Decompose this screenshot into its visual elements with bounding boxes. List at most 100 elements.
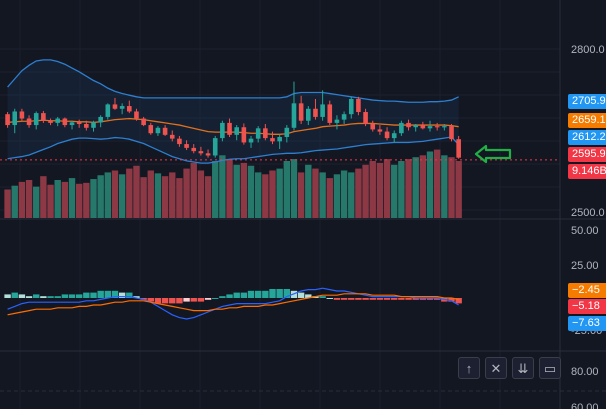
candle-body[interactable] xyxy=(41,113,46,121)
candle-body[interactable] xyxy=(12,111,18,126)
candle-body[interactable] xyxy=(255,128,261,139)
candle-body[interactable] xyxy=(48,120,53,123)
candle-body[interactable] xyxy=(263,128,268,139)
volume-bar xyxy=(11,185,18,218)
candle-body[interactable] xyxy=(55,118,60,123)
candle-body[interactable] xyxy=(33,113,39,126)
candle-body[interactable] xyxy=(184,144,189,148)
candle-body[interactable] xyxy=(348,98,354,115)
candle-body[interactable] xyxy=(227,122,232,135)
candle-body[interactable] xyxy=(162,127,168,135)
candle-body[interactable] xyxy=(62,118,68,126)
macd-histogram-bar xyxy=(204,298,212,300)
candle-body[interactable] xyxy=(427,126,433,129)
candle-body[interactable] xyxy=(112,104,118,109)
candle-body[interactable] xyxy=(270,138,275,142)
candle-body[interactable] xyxy=(141,118,146,126)
macd-histogram-bar xyxy=(18,294,26,298)
volume-bar xyxy=(204,176,212,218)
volume-bar xyxy=(183,168,190,218)
candle-body[interactable] xyxy=(155,127,161,134)
candle-body[interactable] xyxy=(91,122,96,128)
macd-histogram-bar xyxy=(133,296,140,298)
candle-body[interactable] xyxy=(384,131,390,139)
candle-body[interactable] xyxy=(198,151,204,154)
candle-body[interactable] xyxy=(234,127,239,135)
macd-histogram-bar xyxy=(376,298,384,300)
candle-body[interactable] xyxy=(320,104,325,117)
macd-signal-line xyxy=(7,293,459,316)
arrow-annotation-icon[interactable] xyxy=(474,144,512,164)
candle-body[interactable] xyxy=(420,125,426,129)
candle-body[interactable] xyxy=(456,139,461,158)
candle-body[interactable] xyxy=(205,153,211,156)
candle-body[interactable] xyxy=(169,134,175,139)
volume-bar xyxy=(18,181,26,218)
price-axis-tick-label: 80.00 xyxy=(571,366,599,378)
macd-histogram-bar xyxy=(333,298,341,300)
candle-body[interactable] xyxy=(341,114,347,120)
macd-histogram-bar xyxy=(61,294,69,298)
candle-body[interactable] xyxy=(399,122,404,134)
volume-bar xyxy=(340,170,348,218)
candle-body[interactable] xyxy=(76,122,82,124)
candle-body[interactable] xyxy=(98,116,103,123)
candle-body[interactable] xyxy=(105,104,111,117)
candle-body[interactable] xyxy=(248,138,254,143)
candle-body[interactable] xyxy=(334,119,340,123)
candle-body[interactable] xyxy=(220,122,225,139)
macd-histogram-bar xyxy=(154,298,162,304)
volume-bar xyxy=(290,159,298,218)
collapse-pane-button[interactable]: ⇊ xyxy=(512,357,534,379)
close-pane-button[interactable]: ✕ xyxy=(485,357,507,379)
candle-body[interactable] xyxy=(19,111,25,119)
candle-body[interactable] xyxy=(391,133,397,139)
price-tag: 2612.2 xyxy=(568,130,606,145)
volume-bar xyxy=(212,161,219,218)
macd-histogram-bar xyxy=(104,290,112,298)
candle-body[interactable] xyxy=(5,114,10,126)
bollinger-upper-line xyxy=(7,59,459,103)
candle-body[interactable] xyxy=(370,123,376,130)
candle-body[interactable] xyxy=(449,126,454,140)
candle-body[interactable] xyxy=(277,137,282,142)
candle-body[interactable] xyxy=(377,129,383,132)
candle-body[interactable] xyxy=(69,122,75,126)
candle-body[interactable] xyxy=(406,122,411,128)
volume-bar xyxy=(233,164,240,218)
maximize-pane-button[interactable]: ▭ xyxy=(539,357,561,379)
candle-body[interactable] xyxy=(291,103,297,128)
candle-body[interactable] xyxy=(284,127,290,138)
bollinger-lower-line xyxy=(7,136,460,164)
volume-bar xyxy=(247,165,255,218)
candle-body[interactable] xyxy=(298,103,304,121)
candle-body[interactable] xyxy=(241,127,247,143)
macd-histogram-bar xyxy=(226,294,233,298)
candle-body[interactable] xyxy=(148,125,154,134)
scroll-up-button[interactable]: ↑ xyxy=(458,357,480,379)
candle-body[interactable] xyxy=(313,108,318,117)
candle-body[interactable] xyxy=(356,98,361,113)
candle-body[interactable] xyxy=(413,125,418,128)
candle-body[interactable] xyxy=(442,126,447,128)
candle-body[interactable] xyxy=(127,106,132,112)
candle-body[interactable] xyxy=(134,111,139,119)
candle-body[interactable] xyxy=(84,123,89,128)
macd-histogram-bar xyxy=(183,298,190,302)
candle-body[interactable] xyxy=(434,126,440,128)
price-axis-tick-label: 60.00 xyxy=(571,402,599,409)
macd-histogram-bar xyxy=(4,294,11,298)
candle-body[interactable] xyxy=(212,138,218,156)
macd-histogram-bar xyxy=(111,290,119,298)
candle-body[interactable] xyxy=(26,118,32,126)
volume-bar xyxy=(161,176,169,218)
price-axis-tick-label: 25.00 xyxy=(571,260,599,272)
macd-histogram-bar xyxy=(297,292,305,298)
candle-body[interactable] xyxy=(191,147,197,152)
candle-body[interactable] xyxy=(306,108,311,121)
candle-body[interactable] xyxy=(119,106,125,109)
candle-body[interactable] xyxy=(327,104,333,123)
candle-body[interactable] xyxy=(177,138,182,145)
candle-body[interactable] xyxy=(363,112,368,124)
